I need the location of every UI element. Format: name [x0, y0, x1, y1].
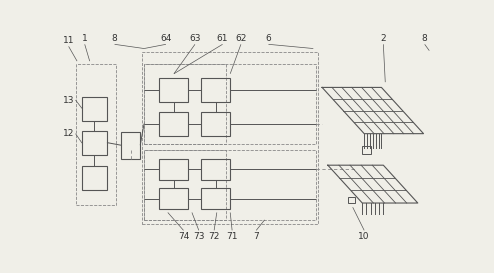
Text: 2: 2 [380, 34, 386, 43]
Bar [82, 130, 107, 155]
Bar [121, 132, 140, 159]
Bar [76, 64, 117, 205]
Text: 61: 61 [217, 34, 228, 43]
Bar [362, 146, 370, 154]
Text: 8: 8 [112, 34, 118, 43]
Bar [142, 52, 318, 224]
Text: 74: 74 [178, 232, 189, 241]
Text: 12: 12 [63, 129, 74, 138]
Bar [160, 78, 188, 102]
Text: 10: 10 [359, 232, 370, 241]
Text: 7: 7 [253, 232, 259, 241]
Bar [160, 112, 188, 136]
Text: 73: 73 [193, 232, 205, 241]
Text: 13: 13 [63, 96, 75, 105]
Text: 64: 64 [160, 34, 171, 43]
Bar [202, 78, 230, 102]
Bar [202, 112, 230, 136]
Text: 71: 71 [226, 232, 238, 241]
Bar [160, 159, 188, 180]
Bar [144, 150, 226, 220]
Bar [82, 97, 107, 121]
Bar [202, 159, 230, 180]
Bar [144, 150, 316, 220]
Bar [202, 188, 230, 209]
Text: 1: 1 [82, 34, 87, 43]
Text: 11: 11 [63, 35, 75, 44]
Bar [348, 197, 355, 203]
Bar [82, 166, 107, 191]
Text: 72: 72 [208, 232, 220, 241]
Bar [144, 64, 226, 144]
Text: 63: 63 [189, 34, 201, 43]
Bar [160, 188, 188, 209]
Text: 62: 62 [235, 34, 247, 43]
Text: 6: 6 [266, 34, 271, 43]
Text: 8: 8 [422, 34, 428, 43]
Bar [144, 64, 316, 144]
